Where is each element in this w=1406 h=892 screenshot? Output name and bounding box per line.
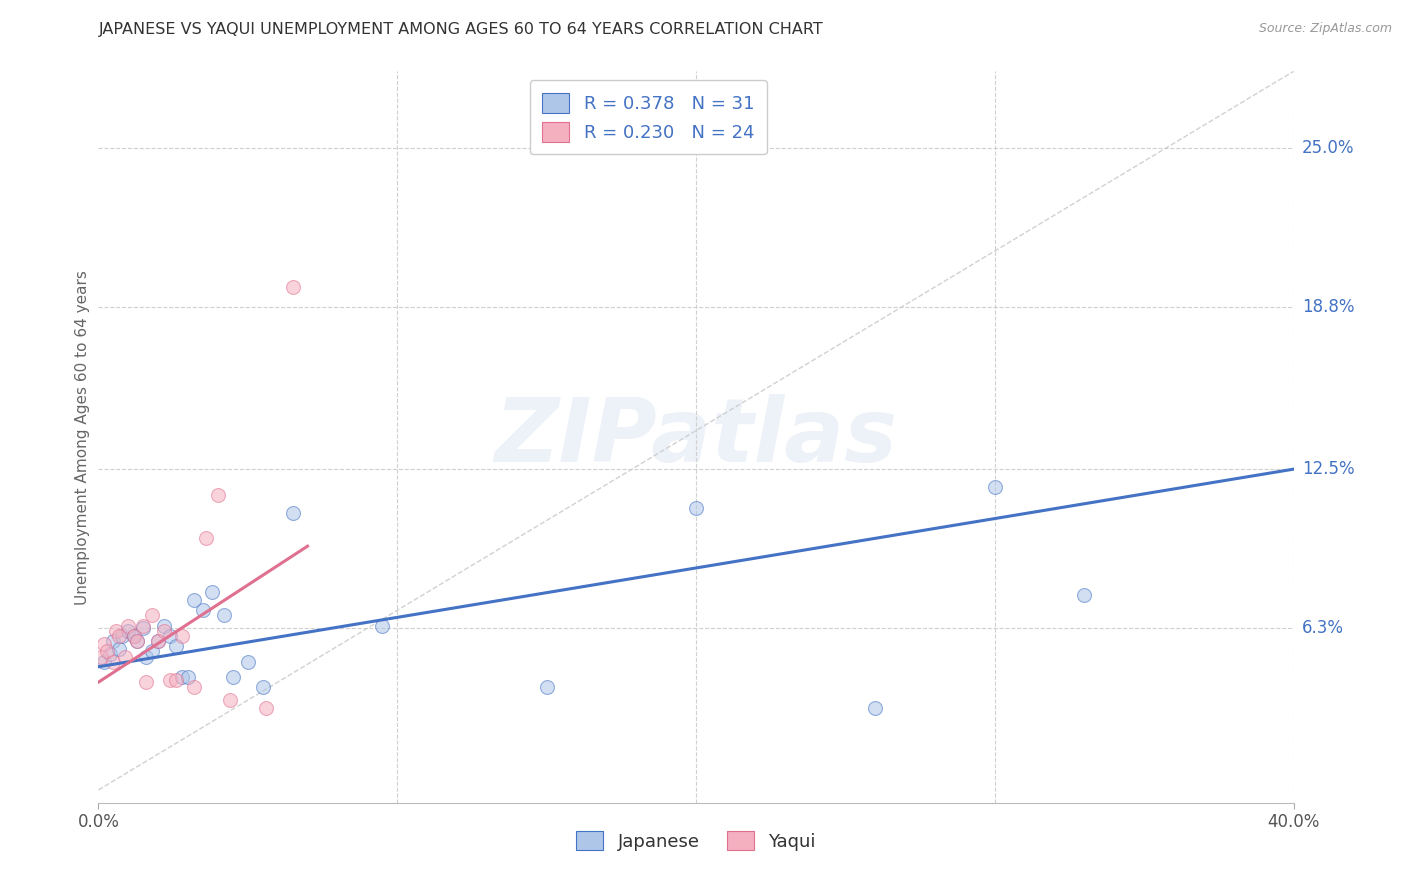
Point <box>281 506 304 520</box>
Point <box>103 655 125 669</box>
Point <box>207 488 229 502</box>
Point <box>124 629 146 643</box>
Point <box>96 644 118 658</box>
Point <box>135 649 157 664</box>
Point <box>153 624 176 638</box>
Point <box>98 647 122 661</box>
Point <box>177 670 200 684</box>
Y-axis label: Unemployment Among Ages 60 to 64 years: Unemployment Among Ages 60 to 64 years <box>75 269 90 605</box>
Point <box>281 280 304 294</box>
Point <box>108 641 131 656</box>
Point <box>191 603 214 617</box>
Text: Source: ZipAtlas.com: Source: ZipAtlas.com <box>1258 22 1392 36</box>
Text: JAPANESE VS YAQUI UNEMPLOYMENT AMONG AGES 60 TO 64 YEARS CORRELATION CHART: JAPANESE VS YAQUI UNEMPLOYMENT AMONG AGE… <box>98 22 823 37</box>
Text: 12.5%: 12.5% <box>1302 460 1354 478</box>
Point <box>153 618 176 632</box>
Point <box>132 621 155 635</box>
Point <box>865 701 887 715</box>
Point <box>172 629 194 643</box>
Point <box>1073 588 1095 602</box>
Point <box>183 593 205 607</box>
Point <box>148 634 170 648</box>
Point <box>135 675 157 690</box>
Point <box>105 624 128 638</box>
Point <box>117 618 139 632</box>
Point <box>159 629 181 643</box>
Point <box>183 681 205 695</box>
Point <box>252 681 274 695</box>
Point <box>536 681 558 695</box>
Point <box>90 649 112 664</box>
Point <box>103 634 125 648</box>
Point <box>111 629 134 643</box>
Text: 6.3%: 6.3% <box>1302 619 1344 637</box>
Text: ZIPatlas: ZIPatlas <box>495 393 897 481</box>
Point <box>371 618 394 632</box>
Point <box>114 649 136 664</box>
Point <box>685 500 707 515</box>
Point <box>159 673 181 687</box>
Point <box>212 608 235 623</box>
Legend: Japanese, Yaqui: Japanese, Yaqui <box>567 822 825 860</box>
Point <box>117 624 139 638</box>
Point <box>108 629 131 643</box>
Point <box>141 644 163 658</box>
Point <box>236 655 259 669</box>
Point <box>124 629 146 643</box>
Point <box>93 637 115 651</box>
Point <box>195 532 218 546</box>
Point <box>127 634 149 648</box>
Point <box>132 618 155 632</box>
Point <box>165 639 187 653</box>
Point <box>219 693 242 707</box>
Point <box>148 634 170 648</box>
Point <box>165 673 187 687</box>
Point <box>172 670 194 684</box>
Text: 18.8%: 18.8% <box>1302 299 1354 317</box>
Point <box>254 701 277 715</box>
Point <box>93 655 115 669</box>
Point <box>222 670 245 684</box>
Point <box>984 480 1007 494</box>
Point <box>127 634 149 648</box>
Text: 25.0%: 25.0% <box>1302 139 1354 157</box>
Point <box>141 608 163 623</box>
Point <box>201 585 224 599</box>
